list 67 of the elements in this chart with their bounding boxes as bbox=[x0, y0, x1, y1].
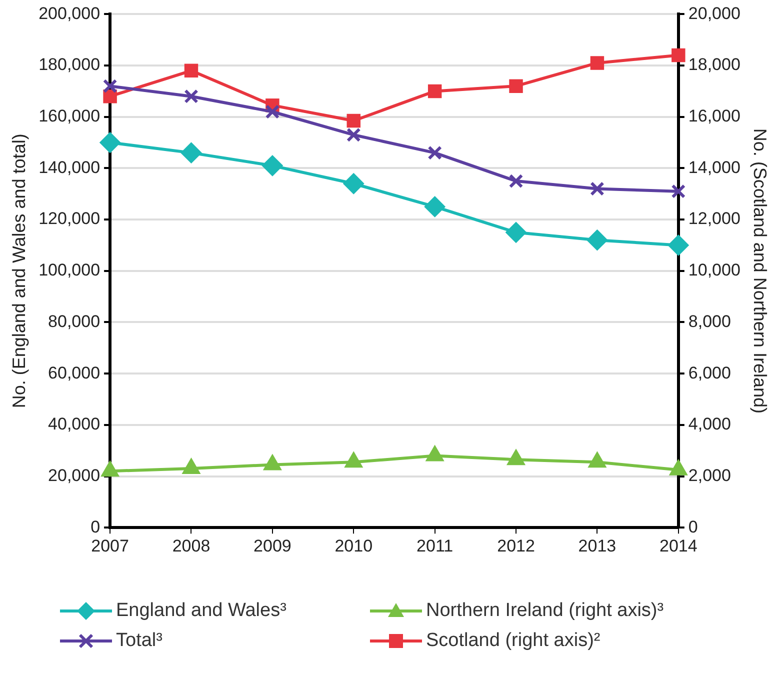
y-tick-label: 160,000 bbox=[38, 106, 100, 126]
y-tick-label: 100,000 bbox=[38, 260, 100, 280]
point bbox=[180, 142, 202, 164]
y-tick-label: 0 bbox=[90, 517, 100, 536]
point bbox=[182, 458, 200, 474]
x-tick-label: 2013 bbox=[578, 536, 616, 556]
y-tick-label: 180,000 bbox=[38, 55, 100, 74]
point bbox=[100, 132, 121, 154]
x-tick-label: 2009 bbox=[254, 536, 292, 556]
point bbox=[424, 196, 446, 218]
point bbox=[344, 452, 363, 468]
y2-tick-label: 8,000 bbox=[688, 312, 731, 331]
x-tick-label: 2007 bbox=[91, 536, 129, 556]
point bbox=[590, 182, 604, 196]
point bbox=[263, 454, 282, 470]
y-tick-label: 60,000 bbox=[48, 363, 100, 382]
point bbox=[668, 234, 689, 256]
point bbox=[426, 445, 444, 462]
point bbox=[508, 174, 524, 188]
point bbox=[671, 184, 686, 198]
y2-tick-label: 12,000 bbox=[688, 209, 740, 228]
y-tick-label: 20,000 bbox=[48, 466, 100, 485]
y-tick-label: 200,000 bbox=[38, 4, 100, 23]
y2-tick-label: 6,000 bbox=[688, 363, 731, 382]
point bbox=[428, 146, 442, 160]
x-tick-label: 2008 bbox=[172, 536, 210, 556]
point bbox=[184, 89, 198, 104]
y-tick-label: 80,000 bbox=[48, 312, 100, 331]
point bbox=[506, 449, 526, 466]
point bbox=[343, 173, 364, 194]
y2-tick-label: 18,000 bbox=[688, 55, 740, 74]
legend-label: England and Wales³ bbox=[116, 600, 286, 622]
point bbox=[262, 155, 283, 176]
y-tick-label: 140,000 bbox=[38, 158, 100, 177]
legend-label: Total³ bbox=[116, 630, 162, 652]
point bbox=[346, 114, 360, 128]
point bbox=[102, 78, 118, 94]
point bbox=[184, 64, 198, 78]
point bbox=[506, 222, 527, 243]
y2-tick-label: 16,000 bbox=[688, 106, 740, 126]
y2-tick-label: 20,000 bbox=[688, 4, 740, 23]
y-axis-title: No. (England and Wales and total) bbox=[8, 134, 29, 408]
point bbox=[346, 128, 361, 142]
y-tick-label: 120,000 bbox=[38, 209, 100, 228]
point bbox=[428, 84, 442, 98]
x-tick-label: 2012 bbox=[497, 536, 535, 556]
y2-tick-label: 14,000 bbox=[688, 158, 740, 177]
point bbox=[103, 89, 117, 104]
point bbox=[590, 56, 604, 70]
y2-tick-label: 0 bbox=[688, 517, 698, 536]
point bbox=[509, 79, 523, 93]
point bbox=[100, 460, 120, 477]
point bbox=[265, 104, 280, 119]
point bbox=[672, 48, 686, 62]
y-tick-label: 40,000 bbox=[48, 414, 100, 434]
point bbox=[669, 459, 688, 476]
legend-label: Northern Ireland (right axis)³ bbox=[426, 600, 664, 622]
y2-tick-label: 4,000 bbox=[688, 414, 731, 434]
x-tick-label: 2014 bbox=[659, 536, 698, 556]
y2-tick-label: 2,000 bbox=[688, 466, 731, 485]
legend-label: Scotland (right axis)² bbox=[426, 630, 600, 652]
y2-axis-title: No. (Scotland and Northern Ireland) bbox=[750, 128, 770, 414]
point bbox=[588, 452, 606, 468]
x-tick-label: 2010 bbox=[334, 536, 373, 556]
y2-tick-label: 10,000 bbox=[688, 260, 740, 280]
point bbox=[586, 230, 608, 251]
x-tick-label: 2011 bbox=[416, 536, 454, 556]
